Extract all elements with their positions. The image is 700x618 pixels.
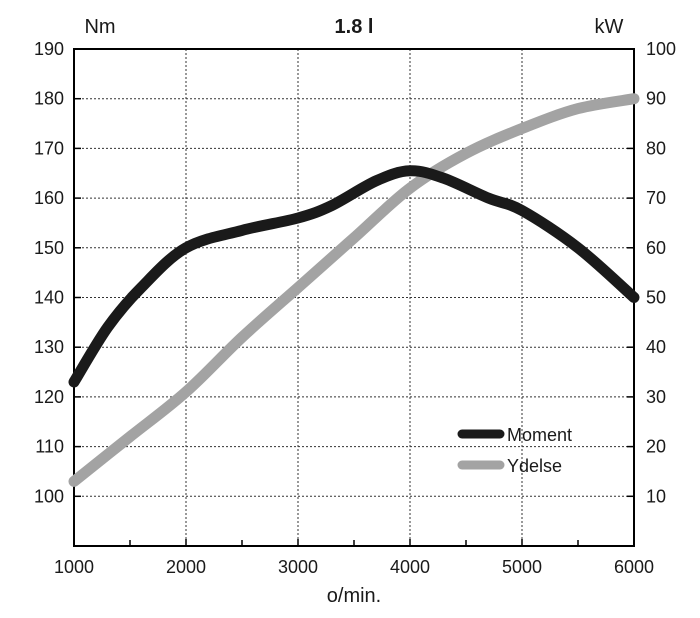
y-left-tick-label: 180 (34, 89, 64, 109)
series-line-ydelse (68, 93, 640, 487)
y-right-tick-label: 90 (646, 89, 666, 109)
y-right-tick-label: 60 (646, 238, 666, 258)
legend-label-moment: Moment (507, 425, 572, 445)
x-tick-label: 5000 (502, 557, 542, 577)
y-right-tick-label: 40 (646, 337, 666, 357)
x-tick-label: 2000 (166, 557, 206, 577)
y-left-tick-label: 150 (34, 238, 64, 258)
y-left-tick-label: 190 (34, 39, 64, 59)
x-tick-label: 3000 (278, 557, 318, 577)
chart-title: 1.8 l (335, 16, 374, 38)
x-tick-label: 6000 (614, 557, 654, 577)
y-left-tick-label: 170 (34, 138, 64, 158)
y-axis-left-label: Nm (84, 16, 115, 38)
y-right-tick-label: 70 (646, 188, 666, 208)
y-left-tick-label: 160 (34, 188, 64, 208)
y-left-tick-label: 120 (34, 387, 64, 407)
y-left-tick-label: 130 (34, 337, 64, 357)
series (68, 93, 640, 487)
x-tick-label: 4000 (390, 557, 430, 577)
y-right-tick-label: 20 (646, 437, 666, 457)
legend: Moment Ydelse (457, 425, 572, 476)
y-right-tick-label: 30 (646, 387, 666, 407)
y-axis-right-label: kW (595, 16, 624, 38)
legend-label-ydelse: Ydelse (507, 456, 562, 476)
y-right-tick-label: 80 (646, 138, 666, 158)
y-right-tick-label: 50 (646, 288, 666, 308)
axes: 1000 2000 3000 4000 5000 6000 100 110 120 130 140 1… (34, 39, 676, 577)
y-left-tick-label: 110 (35, 437, 64, 457)
y-left-tick-label: 100 (34, 486, 64, 506)
x-tick-label: 1000 (54, 557, 94, 577)
x-axis-label: o/min. (327, 585, 381, 607)
series-line-moment (68, 165, 640, 388)
y-left-tick-label: 140 (34, 288, 64, 308)
y-right-tick-label: 10 (646, 486, 666, 506)
y-right-tick-label: 100 (646, 39, 676, 59)
